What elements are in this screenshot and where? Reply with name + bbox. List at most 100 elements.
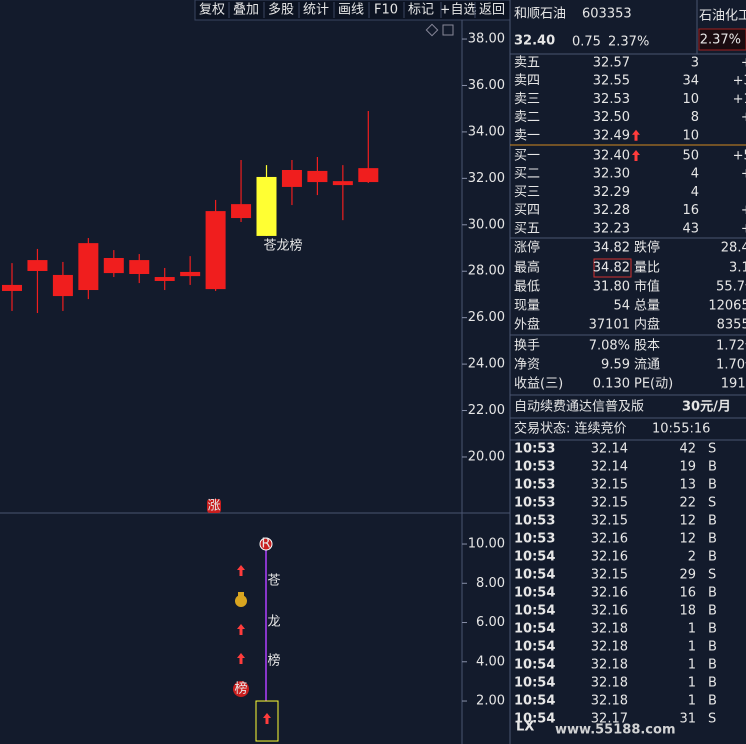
trade-volume: 19 (679, 460, 696, 475)
sector-change: 2.37% (700, 33, 741, 48)
stat-label: 量比 (634, 261, 660, 276)
book-delta: +10 (733, 92, 746, 107)
sector-box (698, 28, 746, 51)
y-tick-label: 26.00 (468, 310, 505, 325)
y-tick-label: 38.00 (468, 32, 505, 47)
toolbar-button[interactable]: 返回 (479, 3, 505, 18)
candle-body (27, 260, 48, 271)
trade-side: B (708, 640, 717, 655)
trade-volume: 1 (688, 676, 696, 691)
toolbar-button[interactable]: F10 (374, 3, 398, 18)
trade-side: B (708, 622, 717, 637)
toolbar-button[interactable]: 标记 (408, 3, 434, 18)
toolbar-button[interactable]: 多股 (268, 2, 294, 18)
arrow-icon (237, 565, 245, 576)
stat-label: 净资 (514, 358, 540, 373)
book-volume: 50 (682, 149, 699, 164)
candle-body (256, 176, 277, 236)
arrow-icon (237, 624, 245, 635)
trade-side: B (708, 604, 717, 619)
book-volume: 4 (691, 167, 699, 182)
trade-time: 10:54 (514, 712, 555, 727)
stat-label: 市值 (634, 279, 660, 295)
stat-label: 总量 (634, 299, 660, 314)
trade-time: 10:54 (514, 622, 555, 637)
trade-volume: 12 (679, 514, 696, 529)
promo-price[interactable]: 30元/月 (682, 400, 731, 415)
book-price: 32.30 (593, 167, 630, 182)
arrow-icon (263, 713, 271, 724)
candle-body (307, 170, 328, 183)
price-change-pct: 2.37% (608, 35, 649, 50)
trade-side: B (708, 514, 717, 529)
toolbar-button[interactable]: 统计 (303, 3, 329, 18)
trade-side: B (708, 478, 717, 493)
stat-value: 37101 (589, 318, 630, 333)
trade-time: 10:54 (514, 604, 555, 619)
book-volume: 16 (682, 203, 699, 218)
trade-price: 32.18 (591, 676, 628, 691)
y-tick-label: 30.00 (468, 217, 505, 232)
book-volume: 3 (691, 56, 699, 71)
trade-time: 10:54 (514, 658, 555, 673)
book-label: 买三 (514, 185, 540, 200)
trade-side: S (708, 496, 716, 511)
y-tick-label: 6.00 (476, 615, 505, 630)
stat-label: PE(动) (634, 377, 673, 392)
book-volume: 10 (682, 128, 699, 143)
book-label: 卖一 (514, 128, 540, 143)
book-volume: 43 (682, 221, 699, 236)
book-volume: 4 (691, 185, 699, 200)
signal-label: 龙 (267, 615, 280, 630)
trade-price: 32.15 (591, 496, 628, 511)
trade-time: 10:54 (514, 640, 555, 655)
candle-body (332, 181, 353, 186)
trade-side: B (708, 586, 717, 601)
book-delta: +50 (733, 149, 746, 164)
candle-body (281, 169, 302, 187)
status-time: 10:55:16 (652, 422, 710, 437)
stat-label: 最低 (514, 280, 540, 295)
candle-body (2, 284, 22, 291)
candle-body (154, 277, 175, 281)
trade-side: B (708, 658, 717, 673)
promo-text[interactable]: 自动续费通达信普及版 (514, 400, 644, 415)
trade-volume: 2 (688, 550, 696, 565)
toolbar-button[interactable]: +自选 (440, 3, 477, 18)
trade-time: 10:53 (514, 442, 555, 457)
stat-value: 83554 (717, 318, 746, 333)
trade-volume: 1 (688, 640, 696, 655)
panel-icon (425, 23, 439, 37)
stat-value: 28.49 (721, 241, 746, 256)
y-tick-label: 2.00 (476, 694, 505, 709)
book-label: 卖三 (514, 92, 540, 107)
toolbar-button[interactable]: 叠加 (233, 3, 259, 18)
trade-time: 10:54 (514, 586, 555, 601)
stat-label: 流通 (634, 358, 660, 373)
signal-box (255, 700, 279, 742)
trade-price: 32.14 (591, 442, 628, 457)
signal-label: 榜 (267, 653, 280, 669)
book-price: 32.55 (593, 74, 630, 89)
toolbar-button[interactable]: 画线 (338, 3, 364, 18)
trade-volume: 31 (679, 712, 696, 727)
book-label: 卖二 (514, 110, 540, 125)
trade-time: 10:53 (514, 514, 555, 529)
y-tick-label: 34.00 (468, 124, 505, 139)
trade-side: B (708, 532, 717, 547)
stat-value: 31.80 (593, 280, 630, 295)
signal-label: 苍 (267, 574, 280, 589)
book-price: 32.29 (593, 185, 630, 200)
stat-label: 现量 (514, 299, 540, 314)
candle-body (52, 274, 73, 297)
book-price: 32.50 (593, 110, 630, 125)
trade-price: 32.16 (591, 604, 628, 619)
trade-time: 10:54 (514, 550, 555, 565)
stat-value: 55.7亿 (716, 280, 746, 295)
watermark-logo: LX (516, 720, 534, 735)
money-bag-icon (235, 595, 247, 607)
trade-time: 10:53 (514, 478, 555, 493)
toolbar-button[interactable]: 复权 (199, 2, 225, 18)
book-volume: 8 (691, 110, 699, 125)
last-price: 32.40 (514, 34, 555, 49)
